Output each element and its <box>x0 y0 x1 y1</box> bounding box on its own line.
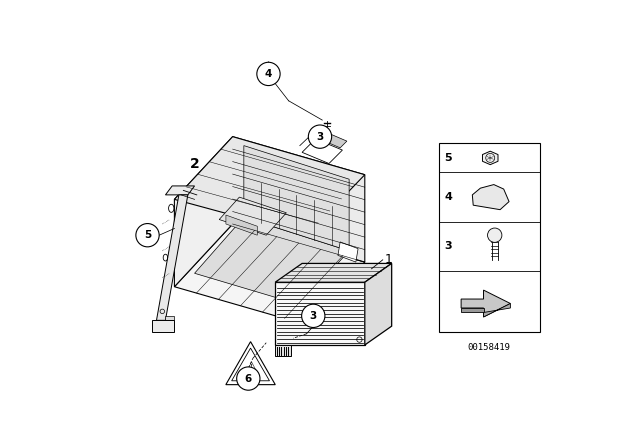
Text: 1: 1 <box>385 253 393 267</box>
Polygon shape <box>472 185 509 210</box>
Circle shape <box>301 304 325 327</box>
Text: 3: 3 <box>444 241 452 251</box>
Polygon shape <box>244 146 349 251</box>
Polygon shape <box>174 137 233 287</box>
Polygon shape <box>365 263 392 345</box>
Polygon shape <box>275 282 365 345</box>
Polygon shape <box>338 242 358 262</box>
Text: ⚠: ⚠ <box>245 361 256 375</box>
Text: 3: 3 <box>310 311 317 321</box>
Text: 4: 4 <box>444 192 452 202</box>
Polygon shape <box>195 217 349 305</box>
Polygon shape <box>165 186 195 195</box>
Text: 5: 5 <box>444 153 452 163</box>
Circle shape <box>237 367 260 390</box>
Polygon shape <box>174 137 365 235</box>
Text: 4: 4 <box>265 69 272 79</box>
Polygon shape <box>324 134 347 148</box>
Polygon shape <box>220 197 287 235</box>
Polygon shape <box>233 137 365 262</box>
Circle shape <box>257 62 280 86</box>
Polygon shape <box>226 215 257 235</box>
Polygon shape <box>461 308 484 313</box>
Polygon shape <box>232 348 269 381</box>
Circle shape <box>136 224 159 247</box>
Polygon shape <box>275 263 392 282</box>
Polygon shape <box>302 139 342 164</box>
Polygon shape <box>275 345 291 356</box>
Text: 00158419: 00158419 <box>468 343 511 352</box>
Polygon shape <box>157 195 188 320</box>
Circle shape <box>488 228 502 242</box>
Polygon shape <box>483 151 498 165</box>
Polygon shape <box>165 316 174 320</box>
Text: 3: 3 <box>316 132 324 142</box>
Polygon shape <box>484 304 511 317</box>
Circle shape <box>308 125 332 148</box>
Text: 2: 2 <box>189 156 200 171</box>
Text: 5: 5 <box>144 230 151 240</box>
Text: 6: 6 <box>244 374 252 383</box>
Polygon shape <box>226 342 275 385</box>
Polygon shape <box>152 320 174 332</box>
Polygon shape <box>461 290 511 317</box>
Polygon shape <box>174 224 365 325</box>
